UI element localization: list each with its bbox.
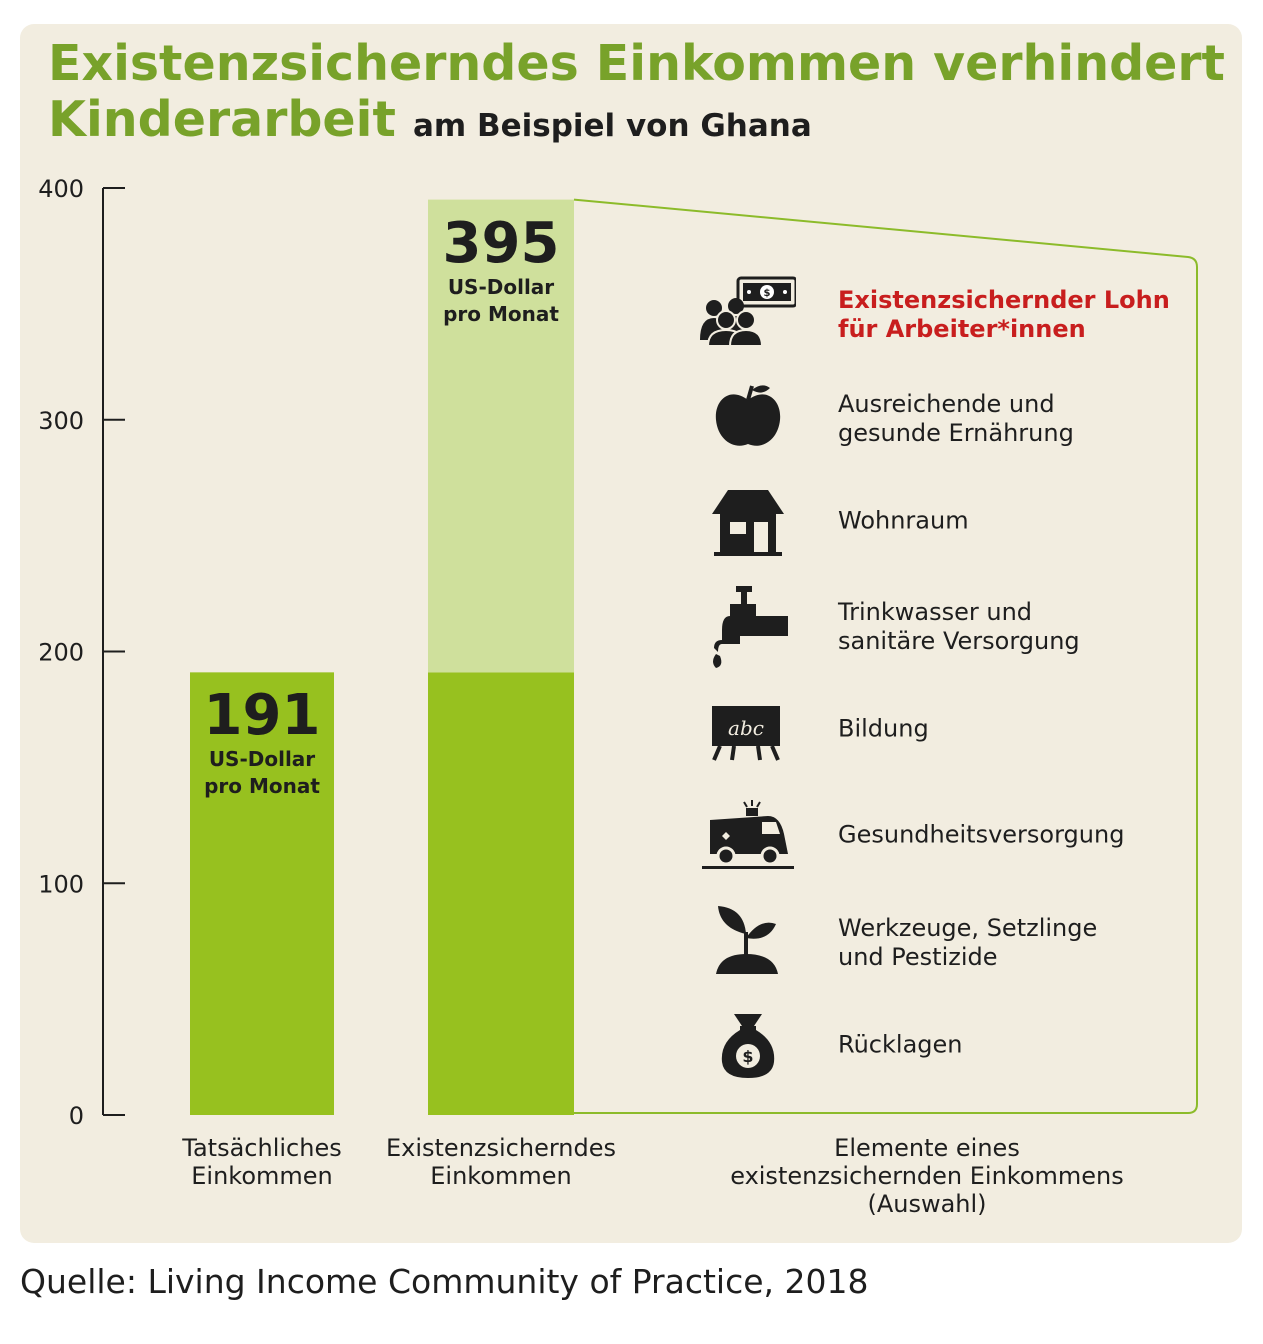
element-housing-line-1: Wohnraum: [838, 506, 969, 535]
svg-text:$: $: [764, 288, 771, 299]
water-tap-icon: [713, 586, 788, 668]
element-row-savings: $ Rücklagen: [700, 1000, 1200, 1090]
source-note: Quelle: Living Income Community of Pract…: [20, 1262, 869, 1301]
element-row-education: abc Bildung: [700, 684, 1200, 774]
svg-text:$: $: [742, 1047, 753, 1066]
bar-value-actual: 191: [203, 683, 321, 748]
elements-bracket: [573, 198, 1198, 1114]
category-living-line-1: Existenzsicherndes: [385, 1134, 617, 1162]
element-food-line-2: gesunde Ernährung: [838, 419, 1074, 447]
title-line-2: Kinderarbeit am Beispiel von Ghana: [48, 92, 1228, 154]
element-row-water: Trinkwasser und sanitäre Versorgung: [700, 582, 1200, 672]
title-line-1: Existenzsicherndes Einkommen verhindert: [48, 35, 1225, 92]
element-text-health: Gesundheitsversorgung: [838, 821, 1178, 850]
apple-icon: [715, 385, 781, 446]
category-actual-line-1: Tatsächliches: [182, 1134, 342, 1162]
element-food-line-1: Ausreichende und: [838, 390, 1055, 418]
bar-unit-living-line-1: US-Dollar: [447, 275, 555, 299]
element-text-food: Ausreichende und gesunde Ernährung: [838, 390, 1178, 448]
people-money-icon: $: [700, 276, 796, 347]
bar-unit-living-line-2: pro Monat: [443, 302, 559, 326]
element-text-housing: Wohnraum: [838, 507, 1178, 536]
category-label-actual: Tatsächliches Einkommen: [150, 1134, 374, 1190]
chalkboard-icon: abc: [712, 706, 780, 761]
money-bag-icon: $: [721, 1014, 775, 1078]
element-row-food: Ausreichende und gesunde Ernährung: [700, 374, 1200, 464]
element-row-housing: Wohnraum: [700, 476, 1200, 566]
element-water-line-1: Trinkwasser und: [838, 598, 1033, 626]
bar-base-1: [428, 672, 574, 1115]
element-tools-line-1: Werkzeuge, Setzlinge: [838, 914, 1098, 942]
element-water-line-2: sanitäre Versorgung: [838, 627, 1080, 655]
elements-caption-line-2: existenzsichernden Einkommens: [730, 1162, 1124, 1190]
element-text-education: Bildung: [838, 715, 1178, 744]
element-savings-line-1: Rücklagen: [838, 1030, 963, 1059]
bar-chart: 0 100 200 300 400: [38, 175, 1198, 1130]
chalkboard-text: abc: [728, 716, 764, 740]
title-subtitle: am Beispiel von Ghana: [412, 108, 812, 144]
bar-value-living: 395: [442, 211, 560, 276]
bar-value-label-living: 395 US-Dollar pro Monat: [428, 214, 574, 328]
element-wage-line-1: Existenzsichernder Lohn: [838, 286, 1170, 314]
bar-value-label-actual: 191 US-Dollar pro Monat: [190, 686, 334, 800]
page-title: Existenzsicherndes Einkommen verhindert …: [48, 36, 1228, 154]
y-tick-label-300: 300: [38, 407, 84, 435]
category-actual-line-2: Einkommen: [191, 1162, 333, 1190]
element-wage-line-2: für Arbeiter*innen: [838, 315, 1086, 343]
category-label-living: Existenzsicherndes Einkommen: [370, 1134, 632, 1190]
y-tick-label-100: 100: [38, 870, 84, 898]
house-icon: [712, 490, 784, 556]
bar-base-0: [190, 672, 334, 1115]
element-text-water: Trinkwasser und sanitäre Versorgung: [838, 598, 1178, 656]
element-tools-line-2: und Pestizide: [838, 943, 998, 971]
bar-unit-actual-line-2: pro Monat: [204, 774, 320, 798]
category-living-line-2: Einkommen: [430, 1162, 572, 1190]
elements-caption-line-1: Elemente eines: [834, 1134, 1020, 1162]
y-tick-label-400: 400: [38, 175, 84, 203]
element-text-savings: Rücklagen: [838, 1031, 1178, 1060]
element-row-wage: $ Existenzsichernder Lohn für Arbeiter*i…: [700, 270, 1200, 360]
element-text-tools: Werkzeuge, Setzlinge und Pestizide: [838, 914, 1178, 972]
element-row-health: Gesundheitsversorgung: [700, 790, 1200, 880]
y-tick-label-200: 200: [38, 639, 84, 667]
title-line-2-main: Kinderarbeit: [48, 91, 396, 148]
element-health-line-1: Gesundheitsversorgung: [838, 820, 1125, 849]
elements-caption: Elemente eines existenzsichernden Einkom…: [690, 1134, 1164, 1218]
element-text-wage: Existenzsichernder Lohn für Arbeiter*inn…: [838, 286, 1178, 344]
ambulance-icon: [702, 800, 794, 869]
element-education-line-1: Bildung: [838, 714, 929, 743]
element-row-tools: Werkzeuge, Setzlinge und Pestizide: [700, 898, 1200, 988]
bar-gap-1: [428, 199, 574, 673]
seedling-icon: [716, 906, 778, 974]
elements-caption-line-3: (Auswahl): [867, 1190, 987, 1218]
bar-unit-actual-line-1: US-Dollar: [208, 747, 316, 771]
y-tick-label-0: 0: [69, 1102, 84, 1130]
